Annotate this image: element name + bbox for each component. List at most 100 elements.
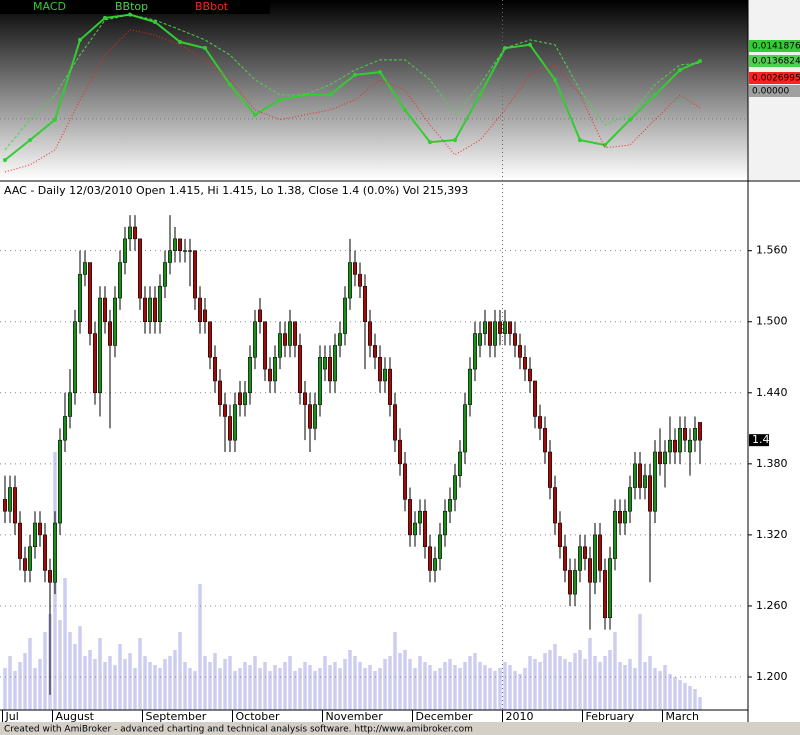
volume-bar	[23, 653, 27, 710]
candle-body	[98, 297, 102, 394]
volume-bar	[603, 656, 607, 710]
candle-body	[308, 404, 312, 429]
candle-body	[363, 285, 367, 322]
candle-body	[168, 250, 172, 263]
candle-body	[398, 439, 402, 465]
footer-bar	[0, 722, 800, 735]
volume-bar	[648, 656, 652, 710]
candle-body	[508, 321, 512, 334]
volume-bar	[633, 668, 637, 710]
candle-body	[548, 451, 552, 488]
volume-bar	[638, 614, 642, 710]
candle-body	[173, 238, 177, 251]
y-tick-label: 1.200	[756, 670, 788, 683]
volume-bar	[468, 656, 472, 710]
y-tick-label: 1.560	[756, 244, 788, 257]
volume-bar	[508, 665, 512, 710]
volume-bar	[598, 662, 602, 710]
volume-bar	[298, 668, 302, 710]
candle-body	[53, 522, 57, 583]
volume-bar	[213, 653, 217, 710]
volume-bar	[83, 656, 87, 710]
candle-body	[238, 392, 242, 405]
volume-bar	[463, 662, 467, 710]
candle-body	[18, 522, 22, 559]
volume-bar	[278, 668, 282, 710]
candle-body	[523, 357, 527, 370]
candle-body	[533, 380, 537, 417]
candle-body	[33, 522, 37, 547]
series-point	[453, 138, 457, 143]
series-point	[353, 72, 357, 77]
candle-body	[258, 309, 262, 322]
volume-bar	[163, 659, 167, 710]
candle-body	[78, 274, 82, 322]
volume-bar	[568, 662, 572, 710]
volume-bar	[33, 668, 37, 710]
volume-bar	[573, 653, 577, 710]
x-tick-label: December	[416, 710, 474, 723]
volume-bar	[503, 662, 507, 710]
volume-bar	[403, 650, 407, 710]
candle-body	[498, 321, 502, 334]
volume-bar	[678, 680, 682, 710]
series-point	[578, 138, 582, 143]
candle-body	[228, 416, 232, 441]
volume-bar	[203, 656, 207, 710]
legend-bg	[0, 0, 270, 14]
candle-body	[318, 357, 322, 405]
volume-bar	[698, 697, 702, 710]
volume-bar	[3, 668, 7, 710]
volume-bar	[63, 578, 67, 710]
volume-bar	[623, 665, 627, 710]
candle-body	[678, 428, 682, 453]
candle-body	[603, 570, 607, 619]
last-price-box	[749, 434, 769, 447]
series-point	[653, 92, 657, 97]
volume-bar	[683, 683, 687, 710]
candle-body	[528, 368, 532, 382]
volume-bar	[13, 671, 17, 710]
series-point	[303, 92, 307, 97]
candle-body	[493, 321, 497, 346]
candle-body	[123, 238, 127, 263]
candle-body	[278, 333, 282, 358]
volume-bar	[108, 656, 112, 710]
volume-bar	[288, 656, 292, 710]
volume-bar	[123, 659, 127, 710]
volume-bar	[228, 656, 232, 710]
candle-body	[503, 321, 507, 334]
volume-bar	[18, 662, 22, 710]
candle-body	[203, 309, 207, 322]
volume-bar	[328, 665, 332, 710]
volume-bar	[333, 662, 337, 710]
candle-body	[288, 321, 292, 346]
candle-body	[358, 274, 362, 287]
y-tick-label: 1.440	[756, 386, 788, 399]
candle-body	[558, 522, 562, 547]
volume-bar	[363, 668, 367, 710]
candle-body	[538, 416, 542, 429]
candle-body	[648, 475, 652, 512]
volume-bar	[303, 662, 307, 710]
series-point	[403, 107, 407, 112]
candle-body	[478, 333, 482, 346]
candle-body	[298, 345, 302, 394]
x-tick-label: October	[236, 710, 280, 723]
volume-bar	[193, 671, 197, 710]
x-tick-label: February	[586, 710, 635, 723]
volume-bar	[318, 668, 322, 710]
candle-body	[293, 321, 297, 346]
volume-bar	[283, 662, 287, 710]
volume-bar	[448, 659, 452, 710]
series-point	[53, 117, 57, 122]
candle-body	[613, 510, 617, 559]
volume-bar	[438, 668, 442, 710]
candle-body	[48, 570, 52, 583]
x-tick-label: August	[56, 710, 95, 723]
candle-body	[283, 333, 287, 346]
volume-bar	[518, 674, 522, 710]
volume-bar	[618, 662, 622, 710]
volume-bar	[418, 656, 422, 710]
series-point	[603, 142, 607, 147]
